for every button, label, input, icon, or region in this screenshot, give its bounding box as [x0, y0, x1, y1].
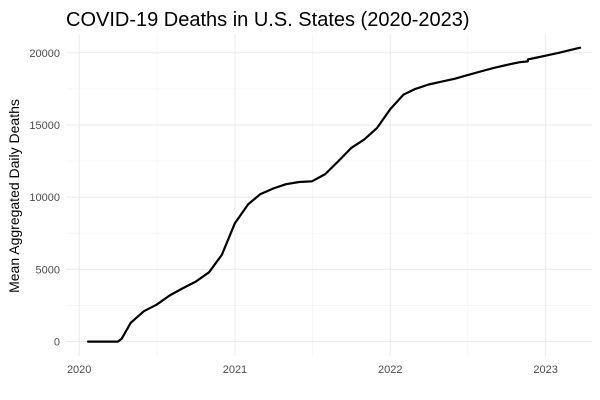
y-tick-label: 15000 — [29, 120, 60, 132]
x-tick-label: 2020 — [67, 364, 91, 376]
y-tick-label: 0 — [54, 337, 60, 349]
x-tick-label: 2021 — [223, 364, 247, 376]
y-tick-label: 5000 — [36, 264, 60, 276]
x-tick-label: 2022 — [378, 364, 402, 376]
y-tick-label: 20000 — [29, 48, 60, 60]
major-gridlines — [66, 34, 592, 356]
x-tick-labels: 2020 2021 2022 2023 — [67, 364, 558, 376]
series-layer — [87, 46, 582, 343]
chart-title: COVID-19 Deaths in U.S. States (2020-202… — [66, 9, 470, 31]
y-tick-labels: 0 5000 10000 15000 20000 — [29, 48, 60, 349]
minor-gridlines — [66, 34, 592, 356]
y-axis-title: Mean Aggregated Daily Deaths — [6, 99, 22, 293]
series-line — [87, 46, 582, 343]
x-tick-label: 2023 — [533, 364, 557, 376]
y-tick-label: 10000 — [29, 192, 60, 204]
